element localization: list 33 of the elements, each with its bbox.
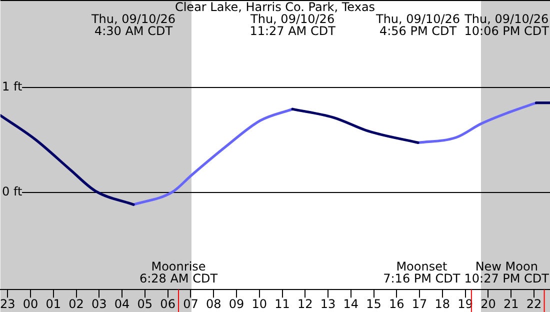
ref-line-label: New Moon 10:27 PM CDT bbox=[464, 260, 550, 286]
x-tick-label: 20 bbox=[480, 296, 496, 311]
x-tick-label: 22 bbox=[526, 296, 542, 311]
x-tick-label: 02 bbox=[68, 296, 84, 311]
x-tick-label: 17 bbox=[412, 296, 428, 311]
x-tick-label: 13 bbox=[320, 296, 336, 311]
chart-title: Clear Lake, Harris Co. Park, Texas bbox=[174, 0, 376, 14]
x-tick-label: 16 bbox=[389, 296, 404, 311]
annotation: Thu, 09/10/26 4:56 PM CDT bbox=[374, 12, 460, 38]
x-tick-label: 12 bbox=[297, 296, 313, 311]
x-tick-label: 00 bbox=[22, 296, 38, 311]
x-tick-label: 01 bbox=[46, 296, 62, 311]
x-tick-label: 09 bbox=[228, 296, 244, 311]
x-tick-label: 03 bbox=[92, 296, 107, 311]
x-tick-label: 06 bbox=[160, 296, 176, 311]
ref-line-label: Moonrise 6:28 AM CDT bbox=[139, 260, 218, 286]
x-tick-label: 04 bbox=[114, 296, 130, 311]
y-tick-label: 0 ft bbox=[2, 184, 22, 199]
x-tick-label: 05 bbox=[137, 296, 153, 311]
x-tick-label: 10 bbox=[252, 296, 268, 311]
x-tick-label: 23 bbox=[0, 296, 16, 311]
annotation: Thu, 09/10/26 10:06 PM CDT bbox=[464, 12, 550, 38]
annotation: Thu, 09/10/26 11:27 AM CDT bbox=[250, 12, 336, 38]
x-tick-label: 08 bbox=[206, 296, 222, 311]
x-tick-label: 14 bbox=[343, 296, 359, 311]
ref-line-label: Moonset 7:16 PM CDT bbox=[383, 260, 461, 286]
annotation: Thu, 09/10/26 4:30 AM CDT bbox=[90, 12, 176, 38]
x-tick-label: 11 bbox=[274, 296, 290, 311]
x-tick-label: 21 bbox=[503, 296, 519, 311]
y-tick-label: 1 ft bbox=[2, 80, 22, 94]
x-tick-label: 07 bbox=[183, 296, 198, 311]
x-tick-label: 18 bbox=[434, 296, 450, 311]
x-tick-label: 15 bbox=[366, 296, 382, 311]
